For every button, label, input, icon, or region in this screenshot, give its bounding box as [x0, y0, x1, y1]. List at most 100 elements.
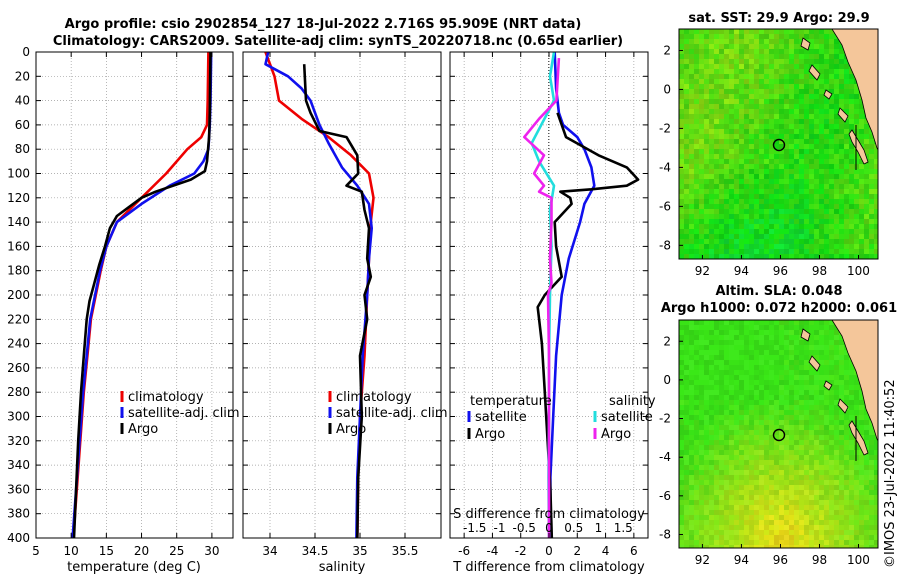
y-tick-label: 240: [7, 337, 30, 351]
difference-xlabel: T difference from climatology: [452, 560, 645, 575]
x-tick-label: 35: [352, 544, 367, 558]
x-tick-label: 0: [545, 544, 553, 558]
figure-subtitle: Climatology: CARS2009. Satellite-adj cli…: [53, 34, 623, 49]
top-tick-label: -1: [494, 521, 506, 535]
temperature-ticks: 5 10 15 20 25 3002040608010012014016018020022…: [7, 45, 233, 558]
difference-legend: temperature salinitysatelliteArgosatellit…: [467, 394, 656, 442]
map-x-tick-label: 96: [773, 264, 788, 278]
x-tick-label: 10: [64, 544, 79, 558]
sla-batu-islands: [823, 380, 833, 391]
salinity-xlabel: salinity: [319, 560, 366, 575]
top-tick-label: 1: [595, 521, 603, 535]
sla-map-cells: [679, 320, 878, 548]
map-y-tick-label: -6: [659, 199, 671, 213]
sla-map-frame: [678, 319, 879, 549]
legend-title-salinity: salinity: [609, 394, 656, 409]
y-tick-label: 280: [7, 385, 30, 399]
map-y-tick-label: 2: [663, 43, 671, 57]
series-line-t-satellite: [549, 52, 596, 538]
sst-map: sat. SST: 29.9 Argo: 29.9 92 94 96 98 100 2 0 -…: [659, 11, 879, 278]
legend-label: Argo: [475, 427, 505, 442]
legend-label: satellite-adj. clim: [128, 406, 240, 421]
y-tick-label: 260: [7, 361, 30, 375]
sla-nias-island: [808, 355, 821, 372]
y-tick-label: 140: [7, 215, 30, 229]
map-y-tick-label: -8: [659, 238, 671, 252]
y-tick-label: 80: [15, 142, 30, 156]
temperature-axes-frame: [35, 51, 234, 539]
y-tick-label: 120: [7, 191, 30, 205]
nias-island: [808, 64, 821, 81]
map-y-tick-label: -6: [659, 489, 671, 503]
sst-map-frame: [678, 28, 879, 260]
x-tick-label: 6: [630, 544, 638, 558]
sla-mentawai-islands: [848, 420, 869, 456]
sla-map: Altim. SLA: 0.048 Argo h1000: 0.072 h200…: [659, 284, 897, 567]
sla-map-subtitle: Argo h1000: 0.072 h2000: 0.061: [661, 301, 897, 316]
sst-map-ticks: 92 94 96 98 100 2 0 -2 -4 -6 -8: [659, 43, 870, 278]
x-tick-label: 34: [262, 544, 277, 558]
imos-credit: ©IMOS 23-Jul-2022 11:40:52: [883, 379, 898, 568]
sla-map-ticks: 92 94 96 98 100 2 0 -2 -4 -6 -8: [659, 334, 870, 567]
sla-sumatra-coast: [831, 320, 878, 442]
x-tick-label: -6: [458, 544, 470, 558]
legend-label: Argo: [336, 422, 366, 437]
sla-map-title: Altim. SLA: 0.048: [716, 284, 843, 299]
difference-panel: -6 -4 -2 0 2 4 6 T difference from climatology…: [449, 51, 656, 575]
batu-islands: [823, 89, 833, 100]
x-tick-label: 25: [169, 544, 184, 558]
sla-simeulue-island: [800, 328, 811, 342]
sst-map-title: sat. SST: 29.9 Argo: 29.9: [688, 11, 869, 26]
map-x-tick-label: 94: [734, 553, 749, 567]
sst-map-land: [800, 29, 878, 170]
series-line-argo: [72, 52, 212, 538]
x-tick-label: 15: [99, 544, 114, 558]
x-tick-label: 5: [32, 544, 40, 558]
map-y-tick-label: -2: [659, 412, 671, 426]
top-tick-label: -1.5: [463, 521, 486, 535]
map-y-tick-label: -8: [659, 527, 671, 541]
y-tick-label: 160: [7, 239, 30, 253]
temperature-xlabel: temperature (deg C): [67, 560, 201, 575]
series-line-t-argo: [536, 112, 640, 538]
map-y-tick-label: -4: [659, 160, 671, 174]
y-tick-label: 40: [15, 94, 30, 108]
figure-title: Argo profile: csio 2902854_127 18-Jul-20…: [65, 17, 582, 32]
temperature-panel: 5 10 15 20 25 3002040608010012014016018020022…: [7, 45, 240, 575]
y-tick-label: 360: [7, 482, 30, 496]
map-x-tick-label: 100: [847, 264, 870, 278]
siberut-island: [837, 107, 849, 123]
map-x-tick-label: 92: [695, 553, 710, 567]
y-tick-label: 180: [7, 264, 30, 278]
salinity-panel: 34 34.5 35 35.5 salinity climatologysatelli…: [242, 51, 448, 575]
difference-axes-frame: [449, 51, 649, 539]
sumatra-coast: [831, 29, 878, 151]
legend-label: Argo: [128, 422, 158, 437]
legend-label: climatology: [128, 390, 204, 405]
legend-label: climatology: [336, 390, 412, 405]
sla-map-land: [800, 320, 878, 461]
sst-argo-marker: [772, 138, 786, 152]
x-tick-label: 35.5: [392, 544, 419, 558]
map-y-tick-label: -2: [659, 121, 671, 135]
salinity-axes-frame: [242, 51, 442, 539]
legend-title-temperature: temperature: [470, 394, 552, 409]
salinity-ticks: 34 34.5 35 35.5: [243, 51, 441, 558]
series-line-argo: [302, 64, 373, 538]
y-tick-label: 320: [7, 434, 30, 448]
temperature-lines: [71, 52, 213, 538]
top-tick-label: 0.5: [564, 521, 583, 535]
y-tick-label: 340: [7, 458, 30, 472]
x-tick-label: 20: [134, 544, 149, 558]
legend-label: satellite: [475, 410, 527, 425]
sla-argo-marker: [772, 428, 786, 442]
salinity-lines: [264, 52, 375, 538]
x-tick-label: 4: [602, 544, 610, 558]
map-x-tick-label: 94: [734, 264, 749, 278]
y-tick-label: 100: [7, 167, 30, 181]
map-x-tick-label: 100: [847, 553, 870, 567]
top-tick-label: 1.5: [614, 521, 633, 535]
map-y-tick-label: -4: [659, 450, 671, 464]
map-x-tick-label: 96: [773, 553, 788, 567]
